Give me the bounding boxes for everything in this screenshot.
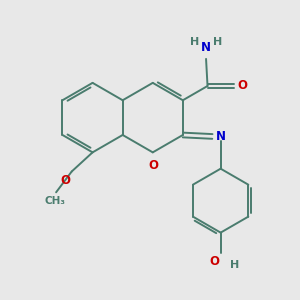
Text: N: N xyxy=(216,130,226,143)
Text: CH₃: CH₃ xyxy=(44,196,65,206)
Text: O: O xyxy=(209,255,219,268)
Text: O: O xyxy=(148,159,158,172)
Text: O: O xyxy=(60,174,70,188)
Text: O: O xyxy=(237,80,247,92)
Text: H: H xyxy=(213,37,222,46)
Text: N: N xyxy=(201,40,211,54)
Text: H: H xyxy=(230,260,239,270)
Text: H: H xyxy=(190,37,200,46)
